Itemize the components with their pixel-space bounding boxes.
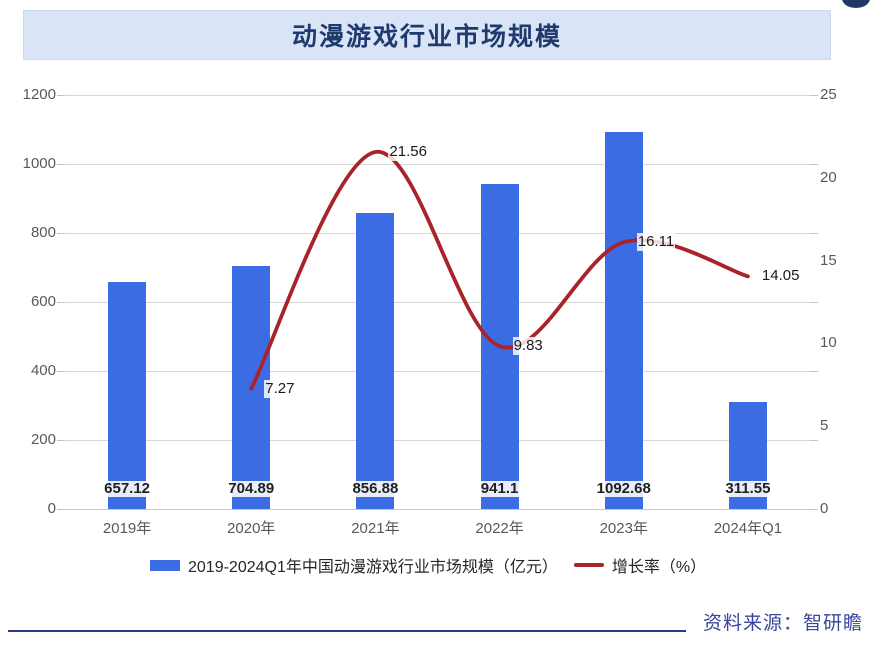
bar-value-2022年: 941.1 <box>478 480 521 497</box>
x-axis-label-2021年: 2021年 <box>351 520 400 537</box>
left-axis-label-0: 0 <box>47 500 56 517</box>
left-axis-label-1000: 1000 <box>22 155 56 172</box>
right-tick-200 <box>810 440 818 441</box>
right-tick-1200 <box>810 95 818 96</box>
right-tick-600 <box>810 302 818 303</box>
line-value-2020年: 7.27 <box>264 379 296 398</box>
bar-2019年 <box>108 282 147 509</box>
line-value-2022年: 9.83 <box>512 337 544 356</box>
left-tick-600 <box>57 302 65 303</box>
right-tick-800 <box>810 233 818 234</box>
legend-bar-label: 2019-2024Q1年中国动漫游戏行业市场规模（亿元） <box>188 559 558 576</box>
line-value-2023年: 16.11 <box>636 233 676 252</box>
right-axis-label-20: 20 <box>820 168 837 186</box>
x-axis-label-2019年: 2019年 <box>102 520 152 537</box>
corner-dot-decoration <box>842 0 870 8</box>
gridline-400 <box>65 371 810 372</box>
x-axis-label-2023年: 2023年 <box>599 520 648 537</box>
chart-title-banner: 动漫游戏行业市场规模 <box>23 10 831 60</box>
legend: 2019-2024Q1年中国动漫游戏行业市场规模（亿元） 增长率（%） <box>150 554 706 576</box>
source-label: 资料来源：智研瞻 <box>703 613 864 634</box>
bar-value-2019年: 657.12 <box>102 480 153 497</box>
left-tick-400 <box>57 371 65 372</box>
gridline-1000 <box>65 164 810 165</box>
right-tick-1000 <box>810 164 818 165</box>
left-tick-0 <box>57 509 65 510</box>
x-axis-label-2022年: 2022年 <box>475 520 524 537</box>
x-axis-label-2020年: 2020年 <box>227 520 276 537</box>
bar-2023年 <box>604 132 643 509</box>
right-axis-label-5: 5 <box>820 417 829 435</box>
left-axis-label-400: 400 <box>30 362 56 379</box>
line-value-2021年: 21.56 <box>388 142 428 161</box>
right-axis-label-10: 10 <box>820 334 837 352</box>
gridline-200 <box>65 440 810 441</box>
left-tick-1200 <box>57 95 65 96</box>
left-tick-200 <box>57 440 65 441</box>
left-axis-label-1200: 1200 <box>22 86 56 103</box>
chart-title: 动漫游戏行业市场规模 <box>291 22 562 51</box>
bar-value-2024年Q1: 311.55 <box>723 480 773 497</box>
left-axis-label-600: 600 <box>30 293 56 310</box>
gridline-800 <box>65 233 810 234</box>
gridline-0 <box>65 509 810 510</box>
gridline-600 <box>65 302 810 303</box>
bar-value-2021年: 856.88 <box>350 480 401 497</box>
right-tick-0 <box>810 509 818 510</box>
left-axis-label-800: 800 <box>30 224 56 241</box>
line-value-2024年Q1: 14.05 <box>760 267 801 286</box>
bar-value-2023年: 1092.68 <box>594 480 653 497</box>
legend-line-swatch-icon <box>573 563 604 567</box>
left-tick-800 <box>57 233 65 234</box>
right-axis-label-15: 15 <box>820 251 837 269</box>
left-axis-label-200: 200 <box>30 431 56 448</box>
gridline-1200 <box>65 95 810 96</box>
legend-bar-swatch-icon <box>150 559 180 571</box>
right-axis-label-25: 25 <box>820 86 837 103</box>
right-axis-label-0: 0 <box>820 500 829 517</box>
left-tick-1000 <box>57 164 65 165</box>
right-tick-400 <box>810 371 818 372</box>
legend-line-label: 增长率（%） <box>611 559 707 576</box>
bar-value-2020年: 704.89 <box>226 480 277 497</box>
bar-2021年 <box>356 213 395 509</box>
x-axis-label-2024年Q1: 2024年Q1 <box>713 520 783 537</box>
footer-divider <box>8 630 686 632</box>
